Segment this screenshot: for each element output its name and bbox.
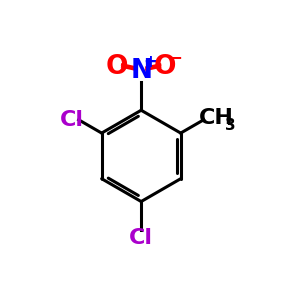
Text: O: O — [154, 54, 177, 80]
Text: Cl: Cl — [60, 110, 84, 130]
Text: +: + — [143, 53, 157, 71]
Text: O: O — [106, 54, 128, 80]
Text: CH: CH — [199, 108, 233, 128]
Text: Cl: Cl — [129, 228, 153, 248]
Text: 3: 3 — [225, 118, 236, 133]
Text: −: − — [168, 48, 182, 66]
Text: N: N — [130, 58, 152, 84]
